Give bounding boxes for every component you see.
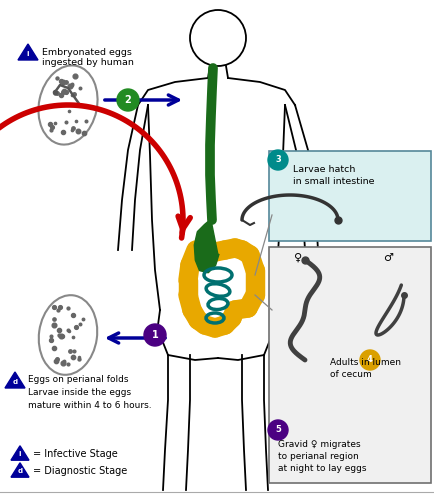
Text: i: i: [19, 451, 21, 457]
Circle shape: [144, 324, 166, 346]
Polygon shape: [18, 44, 38, 60]
Circle shape: [267, 150, 287, 170]
Text: 4: 4: [366, 355, 372, 364]
Text: Adults in lumen
of cecum: Adults in lumen of cecum: [329, 358, 400, 379]
Text: ♂: ♂: [382, 253, 392, 263]
Polygon shape: [11, 463, 29, 477]
Text: d: d: [13, 379, 17, 385]
Text: Embryonated eggs
ingested by human: Embryonated eggs ingested by human: [42, 48, 134, 68]
Text: 3: 3: [274, 156, 280, 165]
Text: = Infective Stage: = Infective Stage: [33, 449, 118, 459]
FancyBboxPatch shape: [268, 151, 430, 241]
Text: 5: 5: [274, 425, 280, 434]
Text: ♀: ♀: [293, 253, 301, 263]
Ellipse shape: [39, 295, 97, 375]
Polygon shape: [11, 446, 29, 460]
Text: 2: 2: [124, 95, 131, 105]
Circle shape: [117, 89, 139, 111]
Text: i: i: [26, 51, 29, 57]
Text: Larvae hatch
in small intestine: Larvae hatch in small intestine: [293, 165, 374, 186]
Text: Gravid ♀ migrates
to perianal region
at night to lay eggs: Gravid ♀ migrates to perianal region at …: [277, 440, 366, 473]
FancyBboxPatch shape: [268, 247, 430, 483]
Circle shape: [267, 420, 287, 440]
Circle shape: [359, 350, 379, 370]
Polygon shape: [5, 372, 25, 388]
Text: 1: 1: [151, 330, 158, 340]
Ellipse shape: [38, 66, 97, 145]
Text: Eggs on perianal folds: Eggs on perianal folds: [28, 375, 128, 384]
Text: Larvae inside the eggs: Larvae inside the eggs: [28, 388, 131, 397]
Text: d: d: [17, 468, 23, 474]
Text: mature within 4 to 6 hours.: mature within 4 to 6 hours.: [28, 401, 151, 410]
Text: = Diagnostic Stage: = Diagnostic Stage: [33, 466, 127, 476]
Polygon shape: [194, 220, 217, 272]
